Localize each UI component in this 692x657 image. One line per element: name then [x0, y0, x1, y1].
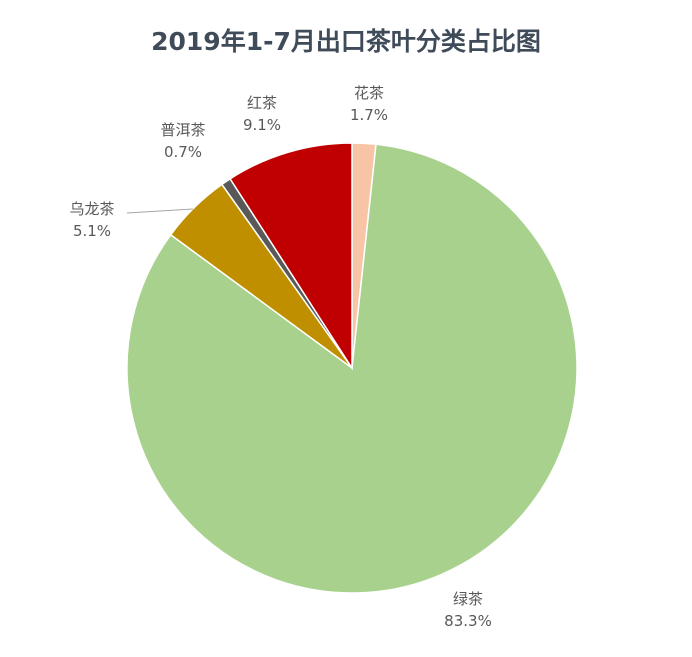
leader-line [126, 208, 194, 214]
data-label-category: 花茶 [354, 84, 384, 102]
data-label-value: 5.1% [73, 222, 111, 240]
data-label-value: 83.3% [444, 612, 492, 630]
chart-title: 2019年1-7月出口茶叶分类占比图 [151, 27, 541, 56]
data-label-value: 0.7% [164, 143, 202, 161]
data-label-category: 乌龙茶 [69, 200, 114, 218]
data-label-category: 普洱茶 [160, 121, 205, 139]
pie-slice-5 [229, 142, 353, 371]
data-label-category: 红茶 [247, 94, 277, 112]
data-label-value: 9.1% [243, 116, 281, 134]
data-label-category: 绿茶 [453, 590, 483, 608]
data-label-value: 1.7% [350, 106, 388, 124]
